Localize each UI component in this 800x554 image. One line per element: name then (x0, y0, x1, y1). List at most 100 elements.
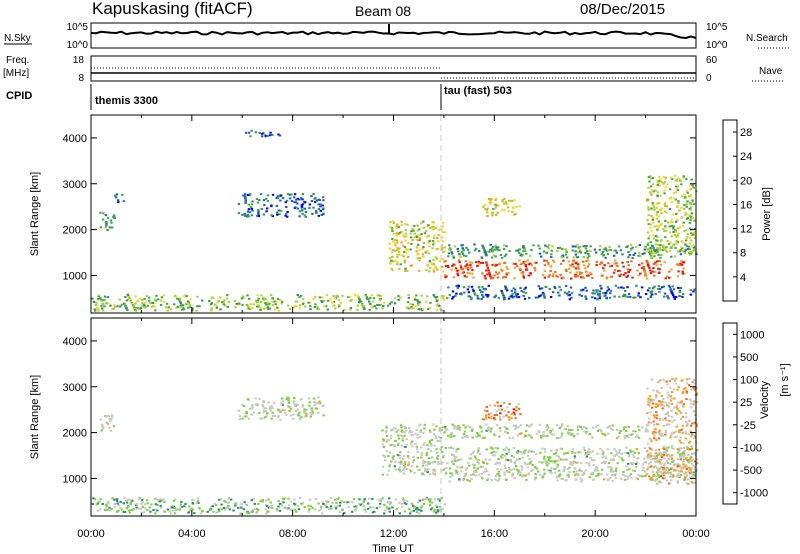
echo-cell (681, 454, 684, 457)
echo-cell (689, 424, 693, 427)
echo-cell (690, 434, 694, 436)
echo-cell (413, 224, 416, 227)
echo-cell (647, 237, 650, 240)
echo-cell (693, 237, 697, 240)
echo-cell (588, 255, 591, 258)
echo-cell (445, 467, 448, 470)
echo-cell (426, 264, 429, 267)
echo-cell (428, 266, 432, 269)
echo-cell (614, 284, 617, 287)
echo-cell (499, 412, 502, 415)
echo-cell (658, 467, 662, 470)
echo-cell (609, 476, 612, 479)
echo-cell (497, 473, 500, 475)
echo-cell (568, 293, 571, 296)
echo-cell (296, 408, 299, 411)
echo-cell (400, 502, 404, 505)
echo-cell (437, 228, 441, 231)
echo-cell (467, 461, 470, 464)
echo-cell (620, 477, 623, 480)
echo-cell (543, 295, 546, 298)
echo-cell (407, 294, 410, 296)
echo-cell (515, 409, 518, 412)
echo-cell (426, 249, 429, 252)
echo-cell (675, 239, 678, 242)
echo-cell (652, 389, 655, 392)
echo-cell (527, 274, 530, 277)
echo-cell (680, 183, 683, 186)
echo-cell (580, 289, 583, 292)
echo-cell (563, 468, 566, 471)
echo-cell (600, 468, 604, 471)
echo-cell (688, 471, 691, 474)
echo-cell (624, 290, 627, 292)
echo-cell (460, 458, 463, 461)
echo-cell (688, 227, 692, 230)
echo-cell (558, 475, 561, 478)
echo-cell (500, 468, 503, 471)
echo-cell (503, 209, 506, 212)
echo-cell (292, 417, 295, 420)
echo-cell (210, 302, 213, 305)
echo-cell (583, 430, 586, 433)
echo-cell (646, 231, 650, 234)
echo-cell (443, 503, 446, 506)
echo-cell (152, 509, 155, 512)
echo-cell (154, 508, 157, 511)
echo-cell (106, 296, 110, 299)
echo-cell (327, 507, 331, 509)
echo-cell (427, 447, 431, 450)
echo-cell (378, 506, 381, 509)
echo-cell (104, 214, 108, 217)
echo-cell (405, 235, 408, 238)
echo-cell (113, 498, 116, 501)
echo-cell (538, 247, 541, 250)
echo-cell (398, 501, 401, 504)
nsky-tick-top: 10^5 (67, 22, 89, 33)
echo-cell (119, 305, 122, 308)
echo-cell (631, 433, 634, 436)
echo-cell (369, 297, 372, 299)
echo-cell (524, 449, 527, 452)
echo-cell (554, 287, 557, 290)
echo-cell (181, 304, 184, 307)
echo-cell (660, 212, 663, 215)
echo-cell (326, 308, 329, 311)
echo-cell (652, 267, 655, 270)
echo-cell (352, 498, 356, 501)
echo-cell (331, 301, 334, 304)
echo-cell (661, 473, 664, 476)
echo-cell (612, 271, 616, 274)
echo-cell (649, 246, 652, 249)
echo-cell (666, 454, 669, 457)
echo-cell (575, 478, 578, 481)
echo-cell (488, 250, 491, 253)
echo-cell (559, 273, 562, 276)
echo-cell (656, 260, 659, 263)
echo-cell (430, 508, 433, 511)
echo-cell (506, 406, 509, 409)
echo-cell (663, 261, 666, 264)
echo-cell (675, 220, 678, 223)
echo-cell (484, 458, 488, 461)
echo-cell (237, 409, 241, 412)
echo-cell (497, 479, 500, 482)
echo-cell (672, 474, 675, 477)
echo-cell (488, 404, 492, 407)
echo-cell (489, 274, 492, 277)
echo-cell (400, 231, 403, 234)
echo-cell (394, 244, 397, 247)
echo-cell (649, 421, 652, 424)
echo-cell (495, 264, 498, 266)
echo-cell (428, 504, 432, 507)
echo-cell (610, 452, 613, 455)
echo-cell (400, 426, 403, 429)
echo-cell (410, 431, 414, 434)
echo-cell (215, 305, 219, 308)
echo-cell (639, 272, 642, 275)
echo-cell (131, 302, 134, 305)
echo-cell (309, 415, 312, 418)
echo-cell (280, 397, 284, 400)
echo-cell (579, 272, 582, 275)
echo-cell (93, 308, 96, 311)
